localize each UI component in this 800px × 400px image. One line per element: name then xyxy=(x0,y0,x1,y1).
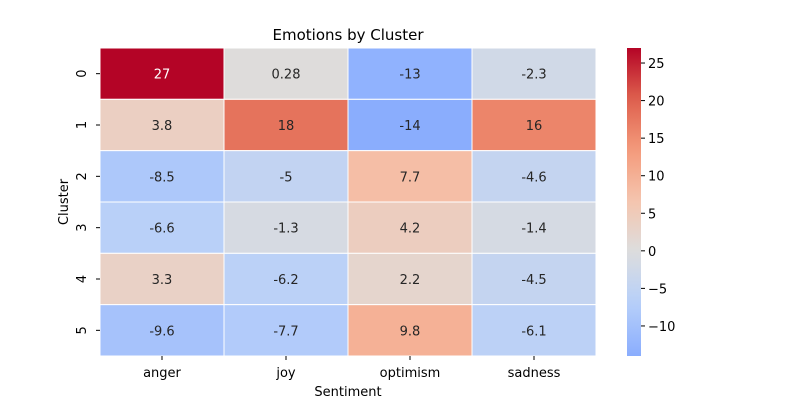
colorbar-tick-label: −10 xyxy=(648,320,675,335)
heatmap-cell xyxy=(223,201,349,254)
y-tick-label: 5 xyxy=(75,326,90,334)
colorbar: 25 20 15 10 5 0 −5 −10 xyxy=(627,48,675,356)
cell-value-label: 16 xyxy=(526,119,543,134)
heatmap-cell xyxy=(347,252,473,306)
heatmap-cells: 27 0.28 -13 -2.3 3.8 18 -14 16 -8.5 -5 7.7 -4.6 -6.6… xyxy=(99,47,597,357)
colorbar-gradient xyxy=(627,48,641,356)
heatmap-cell xyxy=(347,304,473,357)
heatmap-cell xyxy=(99,304,225,357)
colorbar-tick-label: 20 xyxy=(648,95,665,110)
heatmap-cell xyxy=(471,150,597,203)
cell-value-label: 7.7 xyxy=(400,170,421,185)
cell-value-label: 0.28 xyxy=(272,68,301,83)
cell-value-label: -4.6 xyxy=(521,170,546,185)
cell-value-label: 18 xyxy=(278,119,295,134)
cell-value-label: 3.3 xyxy=(152,273,173,288)
cell-value-label: -1.3 xyxy=(273,222,298,237)
heatmap-cell xyxy=(471,304,597,357)
cell-value-label: 27 xyxy=(154,68,171,83)
cell-value-label: -13 xyxy=(399,68,420,83)
y-tick-label: 1 xyxy=(75,121,90,129)
colorbar-tick-label: 15 xyxy=(648,132,665,147)
heatmap-cell xyxy=(99,98,225,152)
heatmap-cell xyxy=(347,47,473,100)
cell-value-label: -5 xyxy=(280,170,293,185)
cell-value-label: 3.8 xyxy=(152,119,173,134)
cell-value-label: -14 xyxy=(399,119,420,134)
cell-value-label: -6.2 xyxy=(273,273,298,288)
cell-value-label: -4.5 xyxy=(521,273,546,288)
y-tick-label: 3 xyxy=(75,224,90,232)
y-axis-ticks: 0 1 2 3 4 5 xyxy=(75,70,100,334)
x-tick-label: sadness xyxy=(508,366,561,381)
colorbar-tick-label: −5 xyxy=(648,282,667,297)
y-tick-label: 2 xyxy=(75,172,90,180)
heatmap-cell xyxy=(99,201,225,254)
heatmap-cell xyxy=(471,252,597,306)
heatmap-cell xyxy=(471,47,597,100)
cell-value-label: 4.2 xyxy=(400,222,421,237)
cell-value-label: -6.6 xyxy=(149,222,174,237)
cell-value-label: -1.4 xyxy=(521,222,546,237)
x-axis-label: Sentiment xyxy=(314,385,381,400)
x-tick-label: joy xyxy=(275,366,296,381)
heatmap-cell xyxy=(471,201,597,254)
colorbar-tick-label: 25 xyxy=(648,57,665,72)
y-tick-label: 0 xyxy=(75,70,90,78)
x-axis-ticks: anger joy optimism sadness xyxy=(143,356,561,381)
heatmap-cell xyxy=(471,98,597,152)
cell-value-label: -6.1 xyxy=(521,324,546,339)
cell-value-label: 9.8 xyxy=(400,324,421,339)
x-tick-label: anger xyxy=(143,366,181,381)
cell-value-label: -8.5 xyxy=(149,170,174,185)
heatmap-cell xyxy=(99,47,225,100)
y-axis-label: Cluster xyxy=(57,178,72,225)
chart-title: Emotions by Cluster xyxy=(273,26,425,44)
y-tick-label: 4 xyxy=(75,275,90,283)
cell-value-label: -2.3 xyxy=(521,68,546,83)
cell-value-label: -7.7 xyxy=(273,324,298,339)
colorbar-tick-label: 10 xyxy=(648,170,665,185)
x-tick-label: optimism xyxy=(380,366,441,381)
heatmap-cell xyxy=(223,252,349,306)
colorbar-tick-label: 0 xyxy=(648,245,656,260)
heatmap-cell xyxy=(223,150,349,203)
colorbar-tick-label: 5 xyxy=(648,207,656,222)
heatmap-cell xyxy=(223,304,349,357)
cell-value-label: 2.2 xyxy=(400,273,421,288)
heatmap-cell xyxy=(223,98,349,152)
heatmap-cell xyxy=(223,47,349,100)
cell-value-label: -9.6 xyxy=(149,324,174,339)
